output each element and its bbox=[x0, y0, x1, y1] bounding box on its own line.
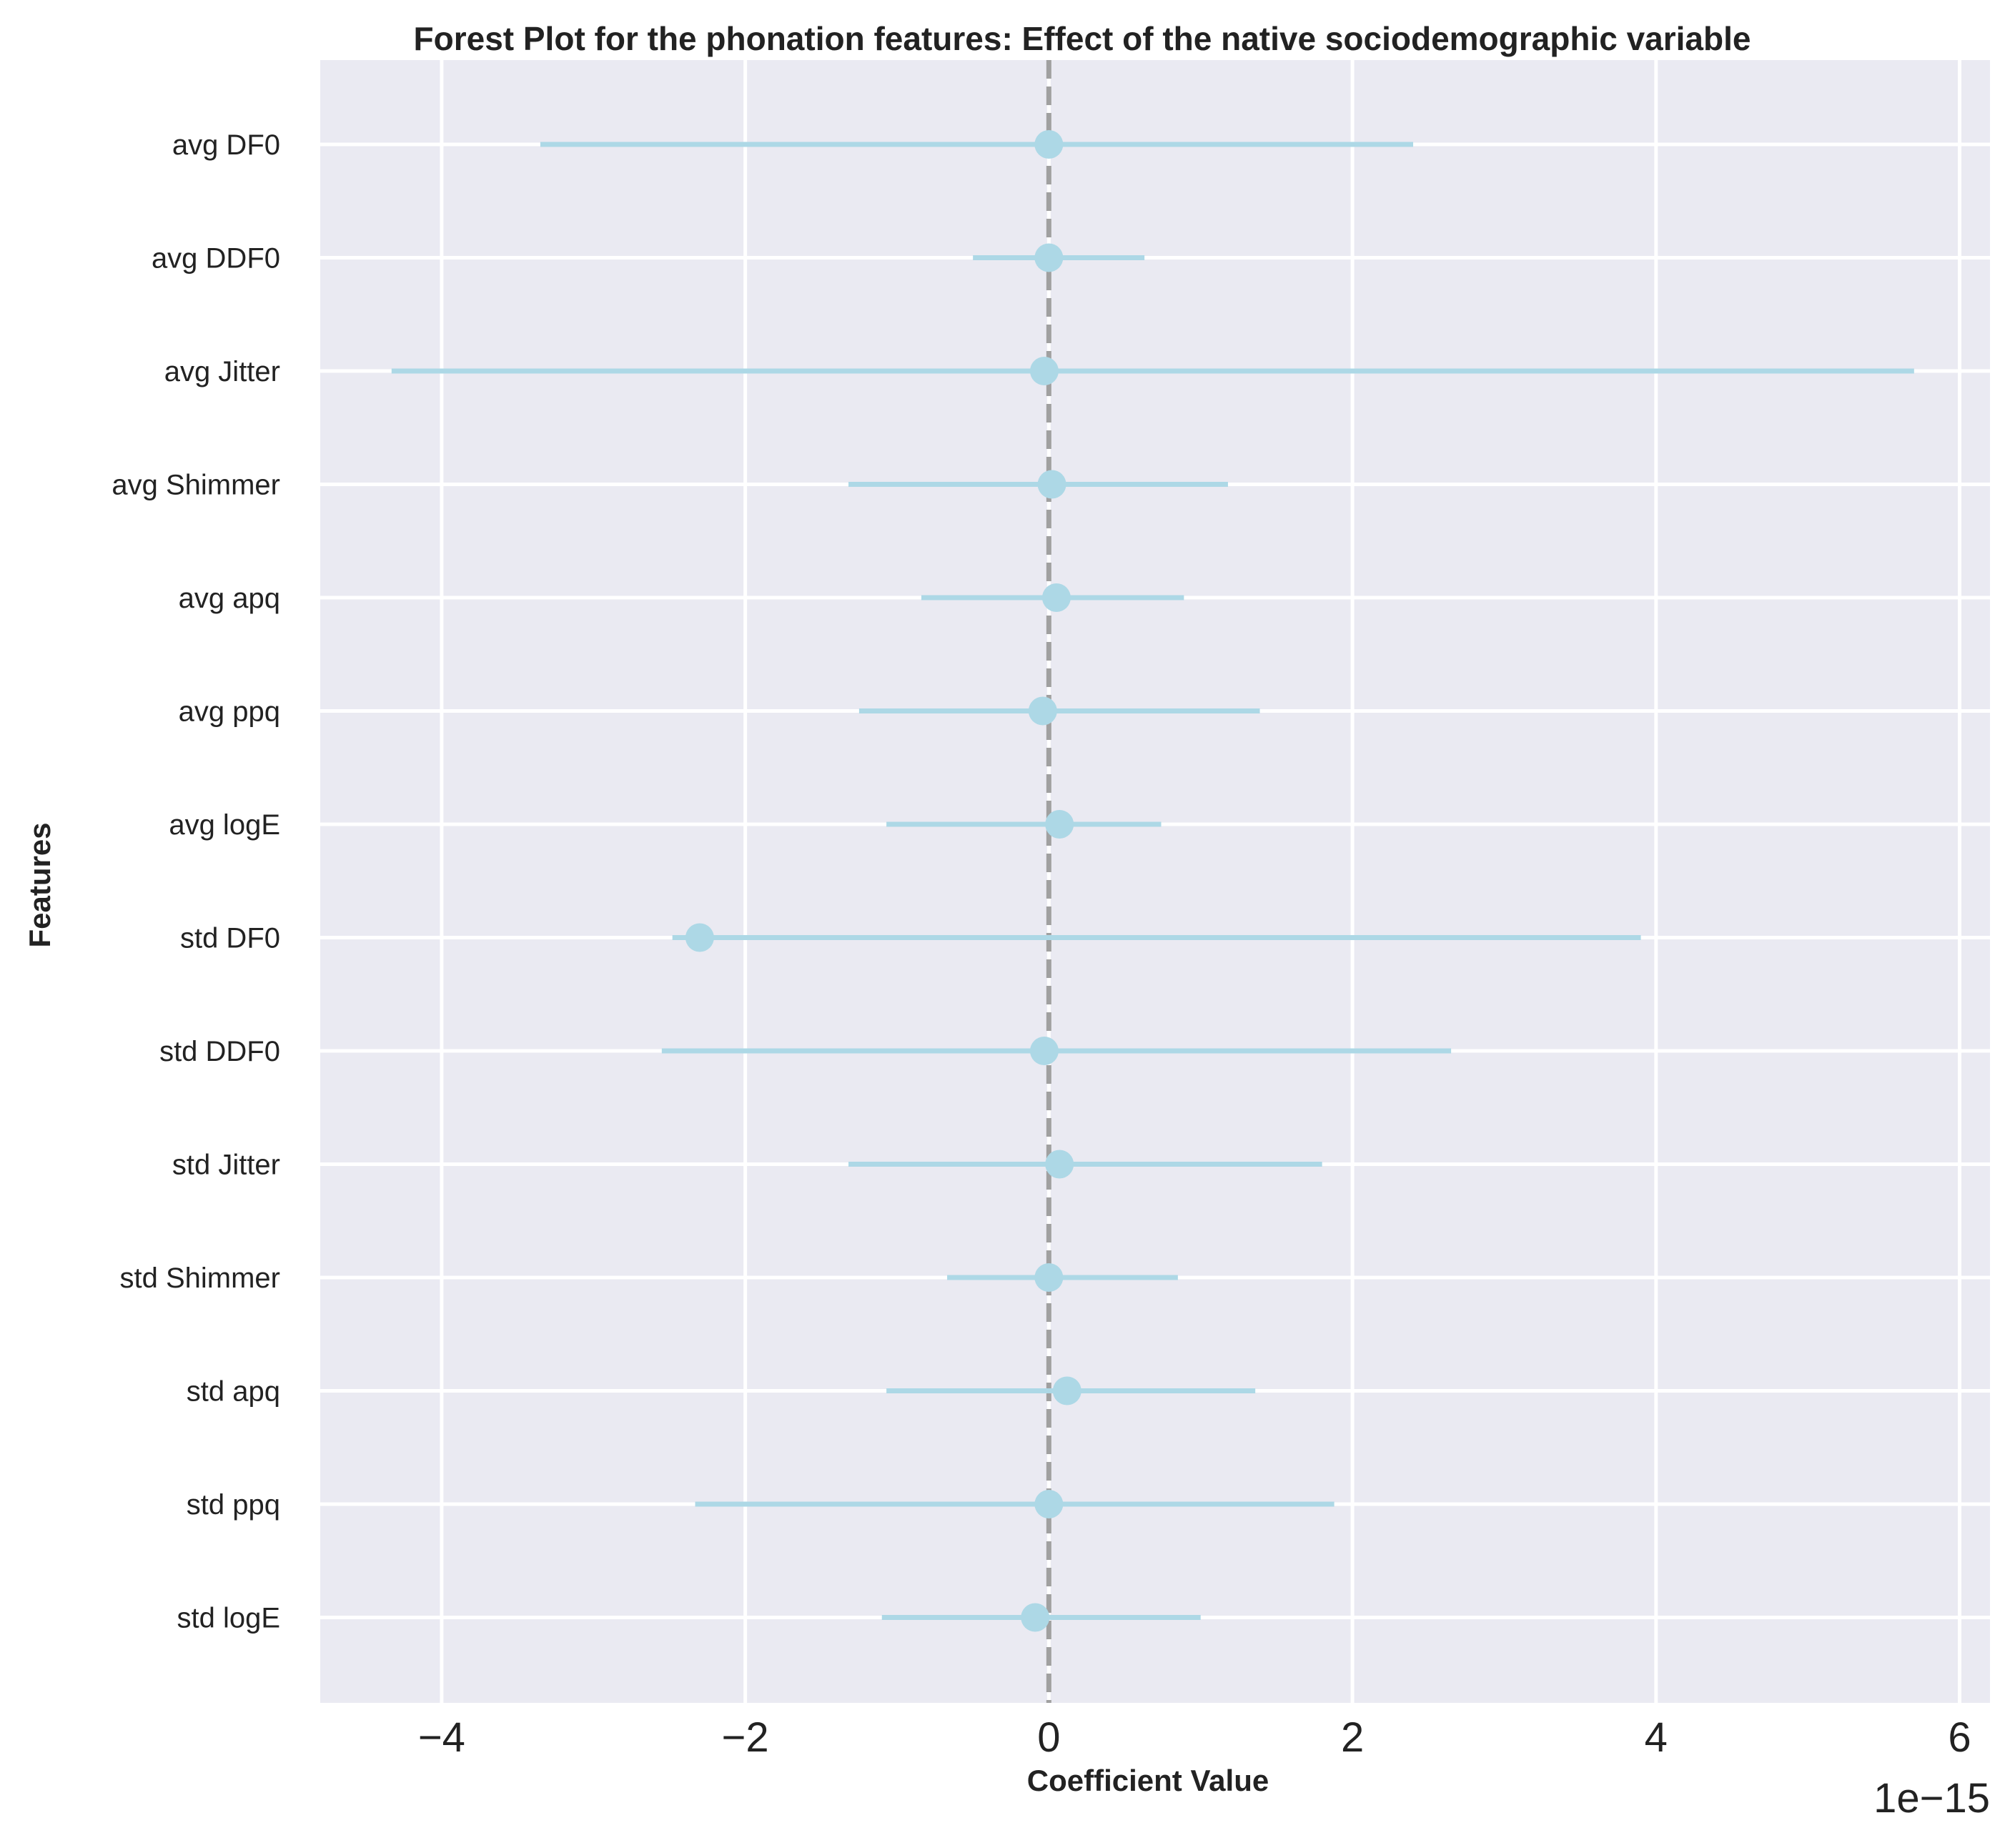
plot-area bbox=[320, 60, 1990, 1703]
y-tick-label: std logE bbox=[177, 1603, 280, 1634]
x-tick-label: −2 bbox=[722, 1714, 769, 1761]
point-estimate bbox=[1029, 1037, 1059, 1065]
y-tick-label: avg DDF0 bbox=[152, 243, 280, 275]
y-tick-label: avg ppq bbox=[179, 696, 280, 728]
y-tick-label: avg Jitter bbox=[164, 356, 280, 387]
x-axis-label: Coefficient Value bbox=[1027, 1764, 1269, 1797]
point-estimate bbox=[1029, 357, 1059, 385]
x-tick-label: −4 bbox=[418, 1714, 465, 1761]
point-estimate bbox=[1045, 1150, 1074, 1179]
point-estimate bbox=[1052, 1376, 1081, 1405]
x-tick-label: 2 bbox=[1341, 1714, 1364, 1761]
point-estimate bbox=[685, 923, 714, 952]
y-tick-label: std apq bbox=[187, 1376, 280, 1408]
x-tick-label: 0 bbox=[1037, 1714, 1060, 1761]
y-tick-label: std Shimmer bbox=[120, 1263, 281, 1294]
y-tick-label: avg apq bbox=[179, 583, 280, 614]
y-tick-label: std DF0 bbox=[180, 923, 280, 954]
y-tick-label: avg DF0 bbox=[172, 129, 280, 161]
point-estimate bbox=[1034, 1263, 1064, 1292]
point-estimate bbox=[1041, 583, 1071, 612]
chart-title: Forest Plot for the phonation features: … bbox=[414, 20, 1751, 57]
point-estimate bbox=[1021, 1603, 1050, 1632]
x-tick-label: 4 bbox=[1645, 1714, 1668, 1761]
point-estimates bbox=[685, 130, 1081, 1632]
point-estimate bbox=[1028, 696, 1057, 726]
x-tick-label: 6 bbox=[1948, 1714, 1971, 1761]
y-tick-labels: avg DF0 avg DDF0 avg Jitter avg Shimmer avg … bbox=[112, 129, 280, 1634]
y-axis-label: Features bbox=[23, 822, 56, 947]
y-tick-label: std DDF0 bbox=[159, 1036, 280, 1067]
y-tick-label: avg Shimmer bbox=[112, 470, 280, 501]
x-tick-labels: −4 −2 0 2 4 6 bbox=[418, 1714, 1971, 1761]
y-tick-label: avg logE bbox=[169, 809, 280, 841]
point-estimate bbox=[1034, 1490, 1064, 1518]
x-axis-offset-label: 1e−15 bbox=[1873, 1775, 1990, 1822]
y-tick-label: std ppq bbox=[187, 1489, 280, 1521]
y-tick-label: std Jitter bbox=[172, 1150, 280, 1181]
point-estimate bbox=[1045, 810, 1074, 839]
point-estimate bbox=[1034, 243, 1064, 272]
point-estimate bbox=[1034, 130, 1064, 159]
confidence-intervals bbox=[391, 142, 1914, 1620]
point-estimate bbox=[1037, 470, 1066, 499]
